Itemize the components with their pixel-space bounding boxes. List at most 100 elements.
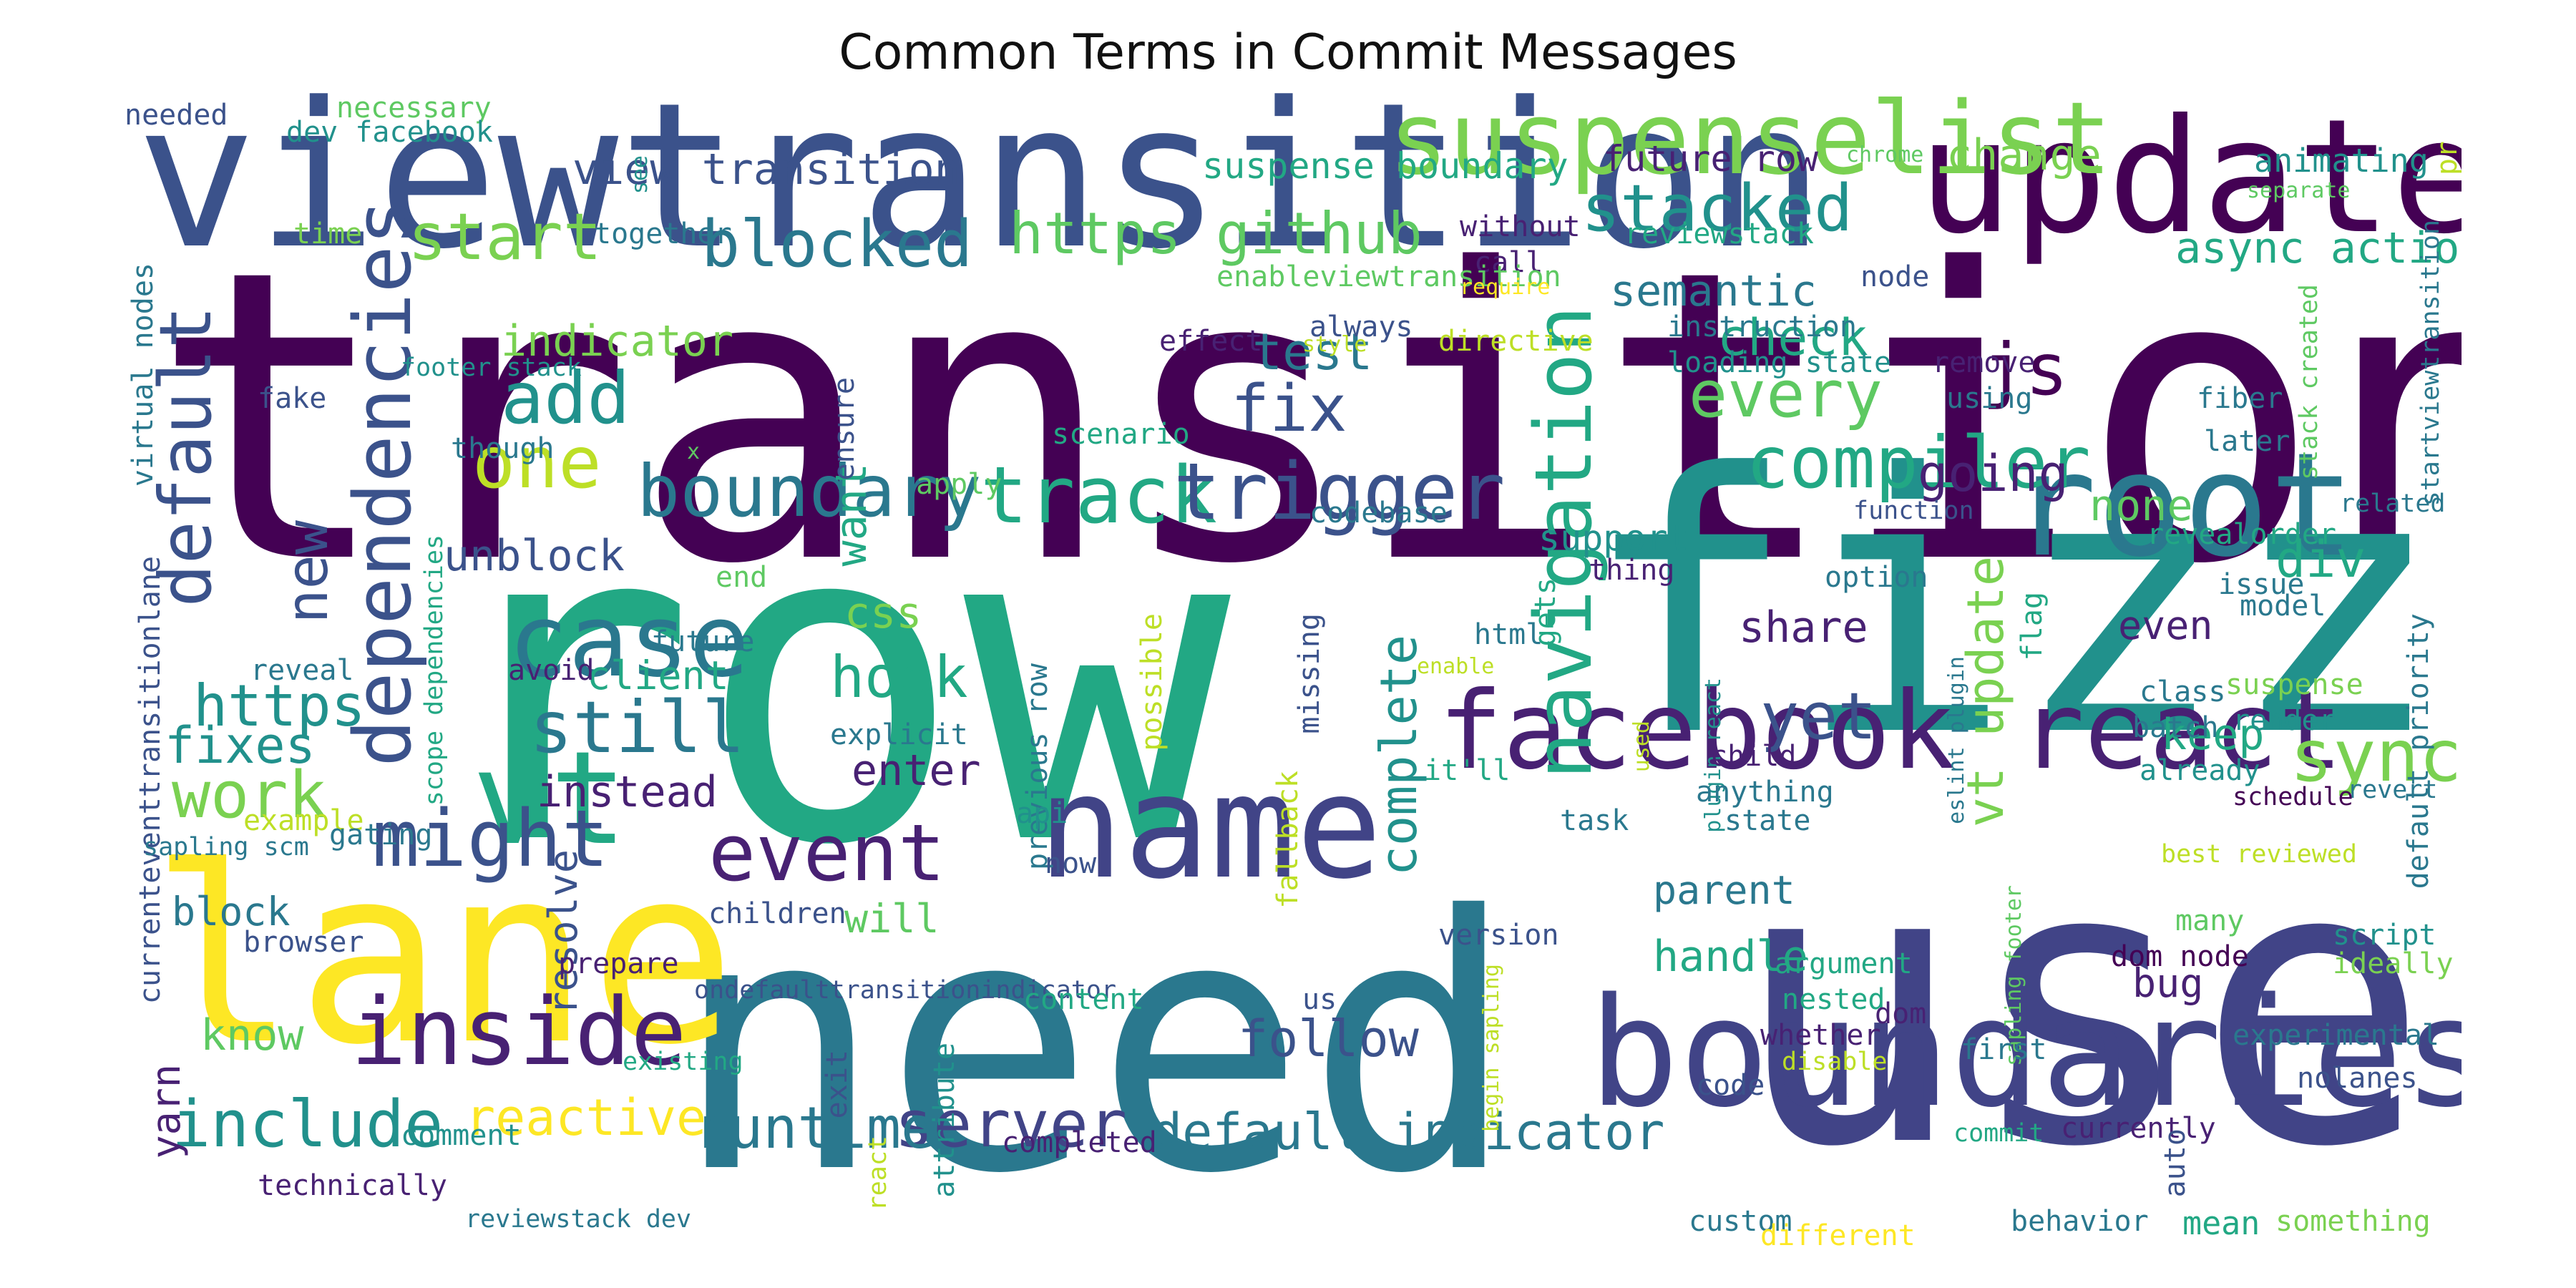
word-gating: gating	[329, 819, 433, 852]
word-style: style	[1302, 332, 1367, 357]
word-currently: currently	[2061, 1112, 2216, 1145]
word-default-priority: default priority	[2402, 613, 2435, 889]
word-option: option	[1825, 561, 1928, 594]
word-inside: inside	[351, 977, 687, 1086]
word-event: event	[708, 807, 946, 899]
word-yet: yet	[1760, 679, 1877, 754]
word-version: version	[1438, 919, 1559, 952]
word-change: change	[1946, 130, 2102, 180]
word-fixes: fixes	[165, 716, 316, 775]
word-reactive: reactive	[465, 1088, 707, 1147]
word-stack-created: stack created	[2295, 284, 2323, 480]
word-every: every	[1689, 357, 1883, 432]
word-already: already	[2140, 754, 2260, 787]
word-update: update	[1918, 91, 2462, 268]
word-api: api	[1016, 797, 1068, 830]
word-enableviewtransition: enableviewtransition	[1216, 260, 1561, 293]
word-scope-dependencies: scope dependencies	[420, 535, 449, 806]
word-future: future	[651, 625, 755, 658]
word-server: server	[894, 1087, 1128, 1162]
word-together: together	[594, 218, 732, 250]
word-add: add	[501, 356, 630, 440]
word-dev-facebook: dev facebook	[286, 116, 493, 149]
word-anything: anything	[1696, 776, 1834, 809]
word-thing: thing	[1589, 554, 1675, 587]
word-see: see	[628, 155, 653, 195]
word-commit: commit	[1953, 1119, 2044, 1148]
word-unblock: unblock	[444, 531, 625, 581]
word-experimental: experimental	[2233, 1019, 2439, 1052]
chart-title: Common Terms in Commit Messages	[839, 24, 1737, 81]
word-function: function	[1853, 497, 1974, 525]
word-prepare: prepare	[558, 947, 679, 980]
word-many: many	[2175, 904, 2245, 937]
word-test: test	[1252, 323, 1373, 381]
word-fizz: fizz	[1581, 398, 2444, 814]
word-instruction: instruction	[1667, 311, 1857, 343]
word-chrome: chrome	[1846, 142, 1924, 167]
word-fallback: fallback	[1272, 771, 1304, 909]
word-example: example	[243, 804, 364, 837]
word-auto: auto	[2159, 1128, 2192, 1198]
word-animating: animating	[2254, 142, 2429, 180]
word-existing: existing	[623, 1048, 743, 1076]
word-nested: nested	[1782, 983, 1885, 1016]
word-without: without	[1460, 210, 1581, 243]
word-transition: transition	[150, 185, 2462, 652]
word-bug: bug	[2132, 960, 2204, 1006]
word-require: require	[1460, 275, 1551, 300]
word-best-reviewed: best reviewed	[2161, 840, 2357, 869]
word-model: model	[2240, 590, 2326, 623]
word-later: later	[2204, 425, 2290, 458]
word-reveal: reveal	[250, 654, 354, 687]
word-explicit: explicit	[830, 718, 968, 751]
word-keep: keep	[2161, 710, 2265, 760]
word-needed: needed	[125, 99, 228, 132]
word-content: content	[1023, 983, 1144, 1016]
word-render: render	[2233, 704, 2336, 737]
word-always: always	[1309, 311, 1413, 343]
word-parent: parent	[1653, 867, 1795, 913]
word-batch: batch	[2132, 711, 2219, 744]
word-remove: remove	[1932, 346, 2036, 379]
word-enable: enable	[1417, 654, 1495, 679]
word-root: root	[2011, 422, 2356, 589]
word-resolve: resolve	[540, 849, 586, 1015]
word-task: task	[1560, 804, 1629, 837]
word-previous-row: previous row	[1021, 663, 1054, 870]
word-handle: handle	[1653, 932, 1808, 982]
word-sync: sync	[2290, 714, 2462, 798]
word-attribute: attribute	[928, 1043, 961, 1198]
word-issue: issue	[2218, 568, 2305, 601]
word-trigger: trigger	[1174, 446, 1506, 537]
word-hook: hook	[830, 644, 968, 711]
word-something: something	[2275, 1205, 2431, 1238]
word-stacked: stacked	[1581, 171, 1853, 246]
word-reviewstack-dev: reviewstack dev	[465, 1205, 692, 1234]
word-us: us	[1302, 983, 1337, 1016]
word-track: track	[980, 449, 1218, 541]
word-first: first	[1961, 1033, 2047, 1066]
word-suspense: suspense	[2225, 668, 2363, 701]
word-runtime: runtime	[694, 1095, 936, 1161]
word-boundary: boundary	[637, 449, 982, 533]
word-necessary: necessary	[336, 92, 492, 125]
word-mean: mean	[2182, 1204, 2260, 1242]
word-vt: vt	[472, 724, 628, 874]
word-call: call	[1474, 246, 1543, 279]
word-it-ll: it'll	[1424, 754, 1511, 787]
word-schedule: schedule	[2233, 783, 2353, 811]
word-html: html	[1474, 618, 1543, 651]
word-row: row	[429, 426, 1231, 942]
word-technically: technically	[258, 1169, 447, 1202]
word-sapling-scm: sapling scm	[143, 833, 309, 862]
word-revert: revert	[2347, 776, 2438, 804]
word-apply: apply	[916, 468, 1002, 501]
word-semantic: semantic	[1610, 266, 1817, 316]
word-used: used	[1629, 721, 1654, 773]
word-argument: argument	[1775, 947, 1913, 980]
word-state: state	[1724, 804, 1811, 837]
word-using: using	[1946, 382, 2033, 415]
word-async-action: async action	[2175, 223, 2462, 273]
